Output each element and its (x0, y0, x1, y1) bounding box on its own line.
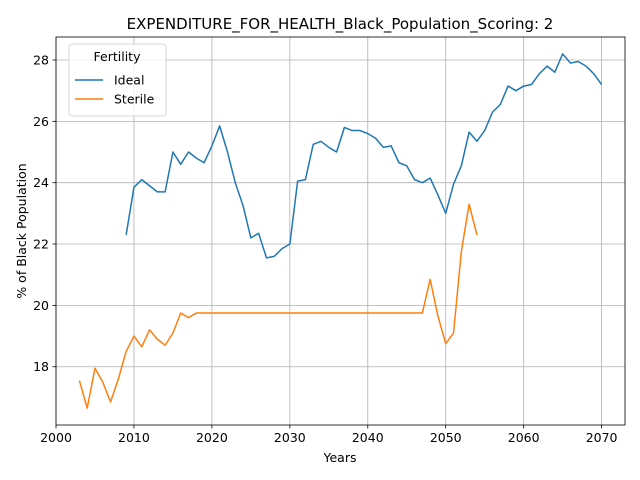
y-axis-ticks: 18 20 22 24 26 28 (33, 53, 56, 374)
x-tick-label: 2020 (196, 430, 228, 445)
y-tick-label: 28 (33, 53, 49, 68)
legend-label-ideal: Ideal (114, 73, 144, 88)
y-tick-label: 22 (33, 237, 49, 252)
legend: Fertility Ideal Sterile (68, 43, 167, 117)
chart-title: EXPENDITURE_FOR_HEALTH_Black_Population_… (127, 15, 554, 34)
y-tick-label: 24 (33, 175, 49, 190)
series-lines (78, 53, 603, 409)
y-tick-label: 18 (33, 359, 49, 374)
x-tick-label: 2040 (352, 430, 384, 445)
y-tick-label: 26 (33, 114, 49, 129)
x-axis-label: Years (323, 450, 357, 465)
y-axis-label: % of Black Population (14, 163, 29, 298)
legend-box (68, 43, 167, 117)
series-line-ideal (125, 53, 603, 259)
grid (55, 37, 625, 425)
legend-label-sterile: Sterile (114, 92, 155, 107)
x-tick-label: 2060 (508, 430, 540, 445)
x-tick-label: 2030 (274, 430, 306, 445)
x-tick-label: 2070 (586, 430, 618, 445)
plot-frame (55, 36, 626, 426)
x-tick-label: 2050 (430, 430, 462, 445)
legend-title: Fertility (94, 49, 142, 64)
x-tick-label: 2000 (40, 430, 72, 445)
series-line-sterile (78, 203, 478, 409)
y-tick-label: 20 (33, 298, 49, 313)
x-axis-ticks: 2000 2010 2020 2030 2040 2050 2060 2070 (40, 425, 618, 445)
x-tick-label: 2010 (118, 430, 150, 445)
